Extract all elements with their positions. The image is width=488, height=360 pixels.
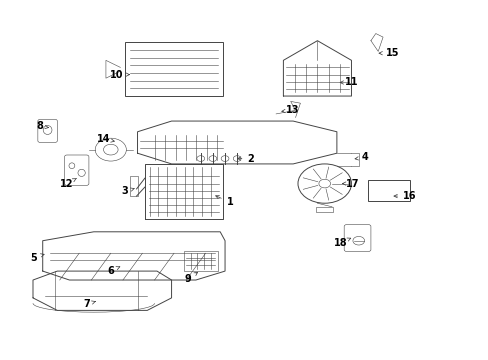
Text: 11: 11 bbox=[340, 77, 358, 87]
Bar bbox=[130, 176, 137, 196]
Text: 8: 8 bbox=[36, 121, 48, 131]
Text: 7: 7 bbox=[83, 299, 95, 309]
Text: 6: 6 bbox=[107, 266, 120, 276]
Bar bbox=[315, 207, 333, 212]
Text: 5: 5 bbox=[31, 252, 44, 262]
Text: 10: 10 bbox=[110, 69, 129, 80]
Text: 14: 14 bbox=[97, 134, 114, 144]
Text: 12: 12 bbox=[60, 178, 77, 189]
Bar bbox=[125, 42, 222, 96]
Text: 1: 1 bbox=[215, 195, 233, 207]
Text: 2: 2 bbox=[237, 154, 254, 163]
Bar bbox=[368, 180, 409, 202]
Text: 18: 18 bbox=[333, 238, 350, 248]
Text: 9: 9 bbox=[184, 272, 197, 284]
Bar bbox=[183, 251, 217, 271]
Text: 4: 4 bbox=[354, 153, 367, 162]
Text: 16: 16 bbox=[393, 191, 416, 201]
Text: 3: 3 bbox=[121, 186, 134, 197]
Text: 17: 17 bbox=[342, 179, 359, 189]
Text: 13: 13 bbox=[281, 105, 299, 115]
Text: 15: 15 bbox=[378, 48, 399, 58]
